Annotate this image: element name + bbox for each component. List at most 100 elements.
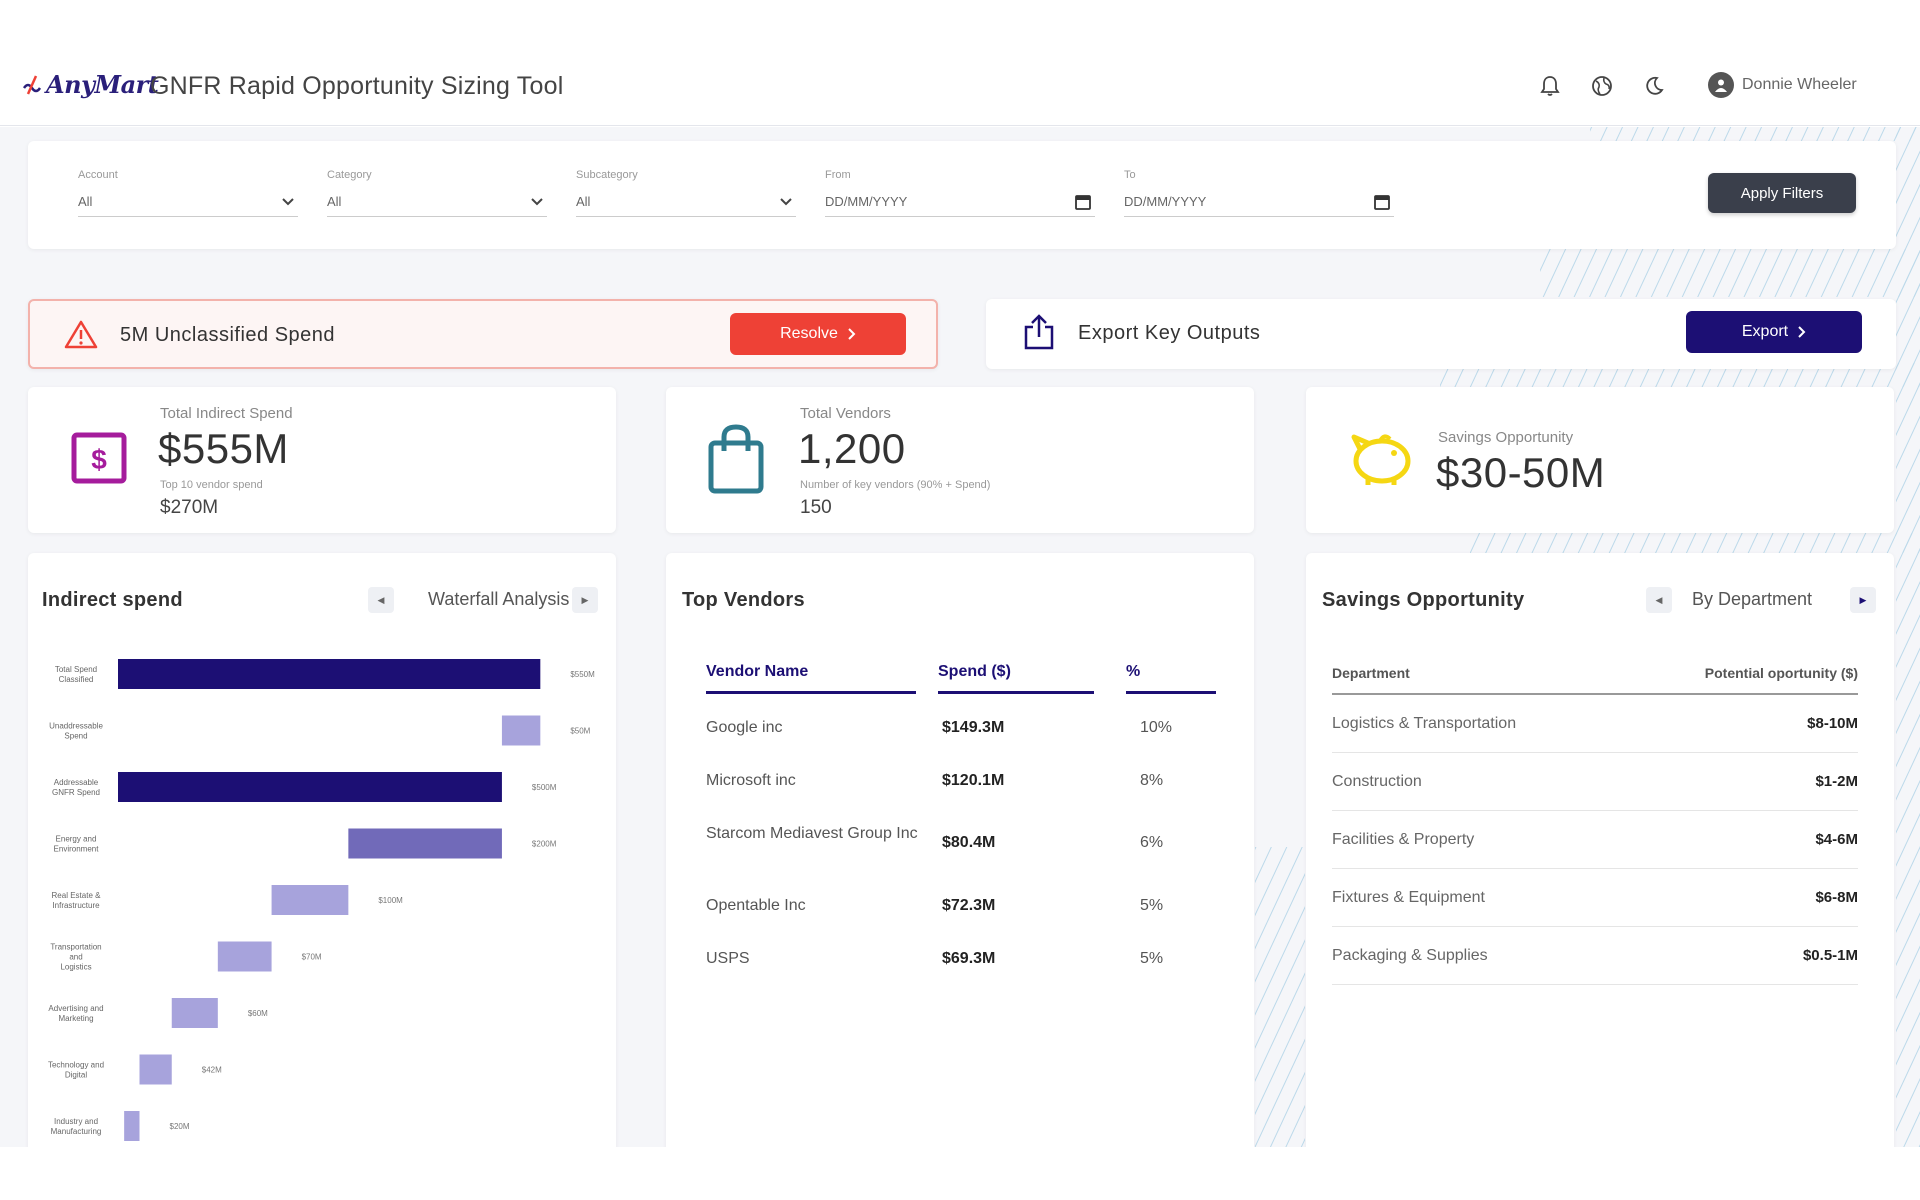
alert-text: 5M Unclassified Spend — [120, 324, 336, 346]
kpi-savings-value: $30-50M — [1436, 449, 1606, 496]
svg-text:$: $ — [91, 444, 107, 475]
anymart-logo[interactable]: AnyMart — [22, 70, 159, 99]
subcategory-value: All — [576, 194, 591, 209]
department-value: $0.5-1M — [1802, 947, 1858, 964]
vendor-spend: $80.4M — [942, 834, 996, 851]
top-vendors-title: Top Vendors — [682, 589, 805, 611]
triangle-left-icon: ◀ — [1655, 594, 1663, 605]
table-row[interactable]: Logistics & Transportation $8-10M — [1332, 695, 1858, 753]
vendor-name: USPS — [706, 950, 750, 967]
value-label: $500M — [532, 783, 557, 792]
waterfall-bar[interactable] — [118, 659, 541, 689]
chevron-down-icon — [282, 197, 294, 205]
export-button[interactable]: Export — [1686, 311, 1862, 353]
vendor-spend: $149.3M — [942, 719, 1005, 736]
value-label: $550M — [570, 670, 595, 679]
unclassified-spend-alert: 5M Unclassified Spend Resolve — [28, 299, 938, 369]
department-value: $1-2M — [1815, 773, 1858, 790]
subcategory-label: Subcategory — [576, 169, 638, 181]
value-label: $60M — [248, 1009, 268, 1018]
kpi-spend-label: Total Indirect Spend — [160, 405, 293, 422]
resolve-label: Resolve — [780, 325, 838, 342]
filter-bar: Account All Category All Subcategory All — [28, 141, 1896, 249]
account-select[interactable]: All — [78, 187, 298, 217]
export-label: Export — [1741, 323, 1789, 340]
department-name: Packaging & Supplies — [1332, 947, 1488, 964]
table-row[interactable]: Fixtures & Equipment $6-8M — [1332, 869, 1858, 927]
category-label: Unaddressable Spend — [49, 722, 103, 741]
user-name: Donnie Wheeler — [1742, 76, 1857, 93]
department-value: $6-8M — [1815, 889, 1858, 906]
resolve-button[interactable]: Resolve — [730, 313, 906, 355]
next-view-button[interactable]: ▶ — [572, 587, 598, 613]
from-date-input[interactable]: DD/MM/YYYY — [825, 187, 1095, 217]
waterfall-bar[interactable] — [348, 828, 502, 859]
value-label: $200M — [532, 840, 557, 849]
globe-icon[interactable] — [1590, 74, 1614, 98]
user-icon — [1708, 72, 1734, 98]
to-placeholder: DD/MM/YYYY — [1124, 194, 1207, 209]
chevron-down-icon — [780, 197, 792, 205]
col-spend[interactable]: Spend ($) — [938, 663, 1094, 694]
vendor-name: Opentable Inc — [706, 897, 806, 914]
category-label: Transportation and Logistics — [50, 943, 101, 972]
vendor-pct: 6% — [1140, 834, 1164, 851]
category-filter: Category All — [327, 169, 547, 217]
moon-icon[interactable] — [1642, 74, 1666, 98]
prev-view-button[interactable]: ◀ — [368, 587, 394, 613]
waterfall-bar[interactable] — [118, 772, 502, 802]
waterfall-bar[interactable] — [139, 1054, 172, 1085]
from-label: From — [825, 169, 851, 181]
category-label: Category — [327, 169, 372, 181]
department-name: Logistics & Transportation — [1332, 715, 1517, 732]
shopping-bag-icon — [708, 424, 764, 494]
next-savings-view-button[interactable]: ▶ — [1850, 587, 1876, 613]
account-label: Account — [78, 169, 118, 181]
category-label: Industry and Manufacturing — [51, 1117, 102, 1136]
kpi-vendors-sub-value: 150 — [800, 497, 832, 518]
table-row[interactable]: Packaging & Supplies $0.5-1M — [1332, 927, 1858, 985]
department-value: $8-10M — [1807, 715, 1858, 732]
category-label: Total Spend Classified — [55, 665, 97, 684]
category-value: All — [327, 194, 342, 209]
account-value: All — [78, 194, 93, 209]
category-label: Addressable GNFR Spend — [52, 778, 100, 797]
kpi-savings-opportunity: Savings Opportunity $30-50M — [1306, 387, 1894, 533]
waterfall-bar[interactable] — [217, 941, 272, 972]
dollar-bill-icon: $ — [71, 432, 127, 484]
export-text: Export Key Outputs — [1078, 322, 1261, 344]
subcategory-select[interactable]: All — [576, 187, 796, 217]
kpi-savings-label: Savings Opportunity — [1438, 429, 1574, 446]
apply-filters-button[interactable]: Apply Filters — [1708, 173, 1856, 213]
waterfall-bar[interactable] — [124, 1111, 140, 1141]
waterfall-bar[interactable] — [171, 998, 218, 1028]
waterfall-chart: Total Spend Classified $550M Unaddressable S… — [48, 659, 595, 1141]
user-menu[interactable]: Donnie Wheeler — [1708, 72, 1857, 98]
header-divider — [1332, 693, 1858, 695]
bell-icon[interactable] — [1538, 74, 1562, 98]
col-percent[interactable]: % — [1126, 663, 1216, 694]
col-vendor-name[interactable]: Vendor Name — [706, 663, 916, 694]
logo-text: AnyMart — [46, 70, 159, 99]
dashboard-main: Account All Category All Subcategory All — [0, 127, 1920, 1147]
waterfall-bar[interactable] — [271, 885, 349, 915]
chevron-right-icon — [1798, 326, 1806, 338]
indirect-spend-view-label: Waterfall Analysis — [428, 589, 570, 609]
kpi-spend-sub-label: Top 10 vendor spend — [160, 479, 263, 491]
from-filter: From DD/MM/YYYY — [825, 169, 1095, 217]
waterfall-bar[interactable] — [501, 715, 541, 746]
top-header: AnyMart GNFR Rapid Opportunity Sizing To… — [0, 50, 1920, 126]
col-department: Department — [1332, 665, 1410, 681]
table-row[interactable]: Construction $1-2M — [1332, 753, 1858, 811]
value-label: $50M — [570, 727, 590, 736]
table-row[interactable]: Facilities & Property $4-6M — [1332, 811, 1858, 869]
department-name: Facilities & Property — [1332, 831, 1475, 848]
prev-savings-view-button[interactable]: ◀ — [1646, 587, 1672, 613]
department-value: $4-6M — [1815, 831, 1858, 848]
to-label: To — [1124, 169, 1136, 181]
kpi-vendors-sub-label: Number of key vendors (90% + Spend) — [800, 479, 991, 491]
to-date-input[interactable]: DD/MM/YYYY — [1124, 187, 1394, 217]
calendar-icon[interactable] — [1374, 194, 1390, 210]
calendar-icon[interactable] — [1075, 194, 1091, 210]
category-select[interactable]: All — [327, 187, 547, 217]
